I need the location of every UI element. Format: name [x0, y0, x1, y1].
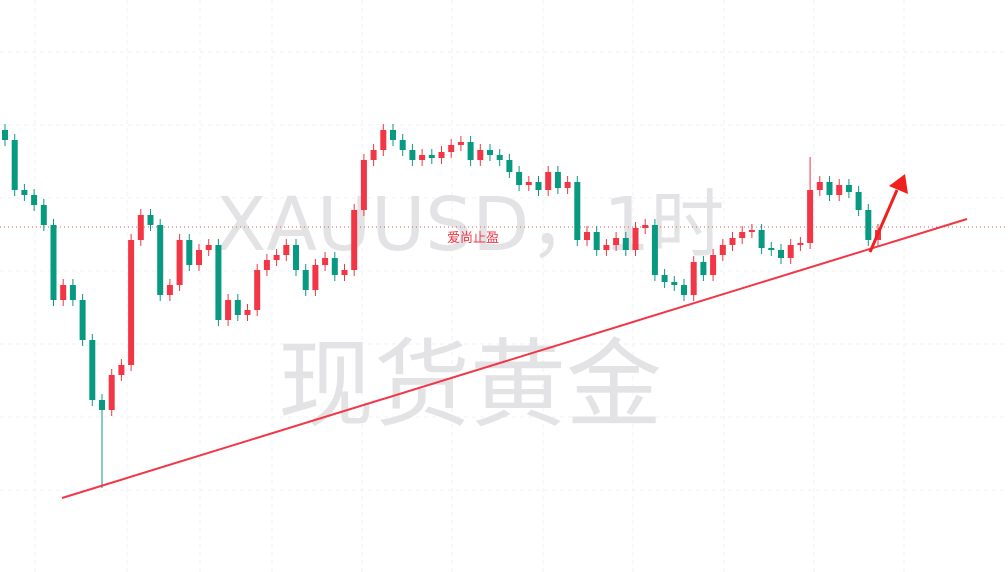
candle-body: [545, 172, 552, 190]
candle-body: [525, 182, 532, 185]
candle-body: [302, 270, 309, 290]
candle-body: [147, 215, 154, 225]
candle-body: [128, 240, 135, 365]
candle-body: [574, 182, 581, 240]
candle-body: [21, 190, 28, 195]
candle-body: [205, 245, 212, 250]
candle-body: [778, 250, 784, 258]
candle-body: [419, 155, 426, 160]
candle-body: [816, 182, 823, 190]
candle-body: [758, 230, 765, 248]
candle-body: [787, 245, 794, 258]
candle-body: [2, 130, 8, 140]
candle-body: [11, 140, 18, 190]
candle-body: [157, 225, 164, 295]
candle-body: [137, 215, 144, 240]
candle-body: [719, 245, 726, 255]
candle-body: [632, 228, 639, 250]
candle-body: [506, 160, 513, 172]
candle-body: [467, 142, 474, 160]
candle-body: [593, 232, 600, 250]
candle-body: [826, 182, 833, 195]
candle-body: [40, 205, 47, 225]
candle-body: [79, 300, 86, 340]
candle-body: [360, 160, 367, 210]
candle-body: [710, 255, 717, 275]
candle-body: [797, 243, 804, 245]
candle-body: [428, 155, 435, 158]
candle-body: [176, 240, 183, 285]
candle-body: [312, 265, 319, 290]
candle-body: [739, 232, 746, 238]
arrow-shaft: [868, 189, 899, 253]
candle-body: [487, 150, 493, 155]
candle-body: [69, 285, 76, 300]
candle-body: [263, 260, 270, 270]
candle-body: [244, 310, 251, 315]
candle-body: [535, 182, 542, 190]
candle-body: [351, 210, 358, 270]
candle-body: [234, 300, 241, 315]
candle-body: [729, 238, 736, 245]
candle-body: [50, 225, 57, 300]
candle-body: [651, 225, 658, 275]
candle-body: [564, 182, 571, 188]
candle-body: [399, 140, 406, 150]
candle-body: [700, 262, 707, 275]
candle-body: [166, 285, 173, 295]
candle-body: [671, 282, 678, 285]
candle-body: [690, 262, 697, 295]
candles: [2, 124, 881, 488]
candle-body: [409, 150, 416, 160]
candle-body: [186, 240, 193, 265]
candle-body: [642, 225, 649, 228]
candle-body: [496, 155, 503, 160]
candle-body: [845, 185, 852, 192]
candle-body: [99, 400, 105, 410]
candle-body: [273, 255, 280, 260]
candle-body: [390, 130, 396, 140]
candle-body: [31, 195, 38, 205]
candle-body: [516, 172, 523, 185]
candle-body: [196, 250, 202, 265]
trend-line: [61, 218, 968, 499]
candle-body: [322, 258, 329, 265]
candle-body: [331, 258, 338, 275]
candle-body: [118, 365, 125, 375]
candle-body: [89, 340, 96, 400]
candle-body: [681, 285, 687, 295]
candle-body: [108, 375, 115, 410]
watermark-subtitle: 现货黄金: [278, 329, 662, 441]
candle-body: [341, 270, 348, 275]
candle-body: [380, 130, 387, 150]
candle-body: [865, 210, 872, 240]
candle-body: [554, 172, 561, 188]
candle-body: [807, 190, 814, 243]
candle-body: [438, 152, 445, 158]
candle-body: [215, 245, 222, 320]
watermark-title: XAUUSD，1时: [216, 182, 725, 268]
candle-body: [836, 185, 843, 195]
candle-body: [457, 142, 464, 145]
candle-body: [603, 245, 610, 250]
candle-body: [613, 238, 620, 245]
candle-body: [448, 145, 455, 152]
candle-body: [225, 300, 232, 320]
candle-body: [748, 230, 755, 232]
candle-body: [768, 248, 775, 250]
candle-body: [477, 150, 484, 160]
candle-body: [283, 245, 290, 255]
candle-body: [60, 285, 67, 300]
candle-body: [661, 275, 668, 282]
annotation: 爱尚止盈: [447, 231, 499, 246]
candle-body: [622, 238, 629, 250]
candle-body: [584, 232, 590, 240]
candle-body: [370, 150, 377, 160]
candle-body: [254, 270, 261, 310]
candle-body: [855, 192, 862, 210]
arrow-head: [889, 174, 908, 194]
candle-body: [293, 245, 299, 270]
